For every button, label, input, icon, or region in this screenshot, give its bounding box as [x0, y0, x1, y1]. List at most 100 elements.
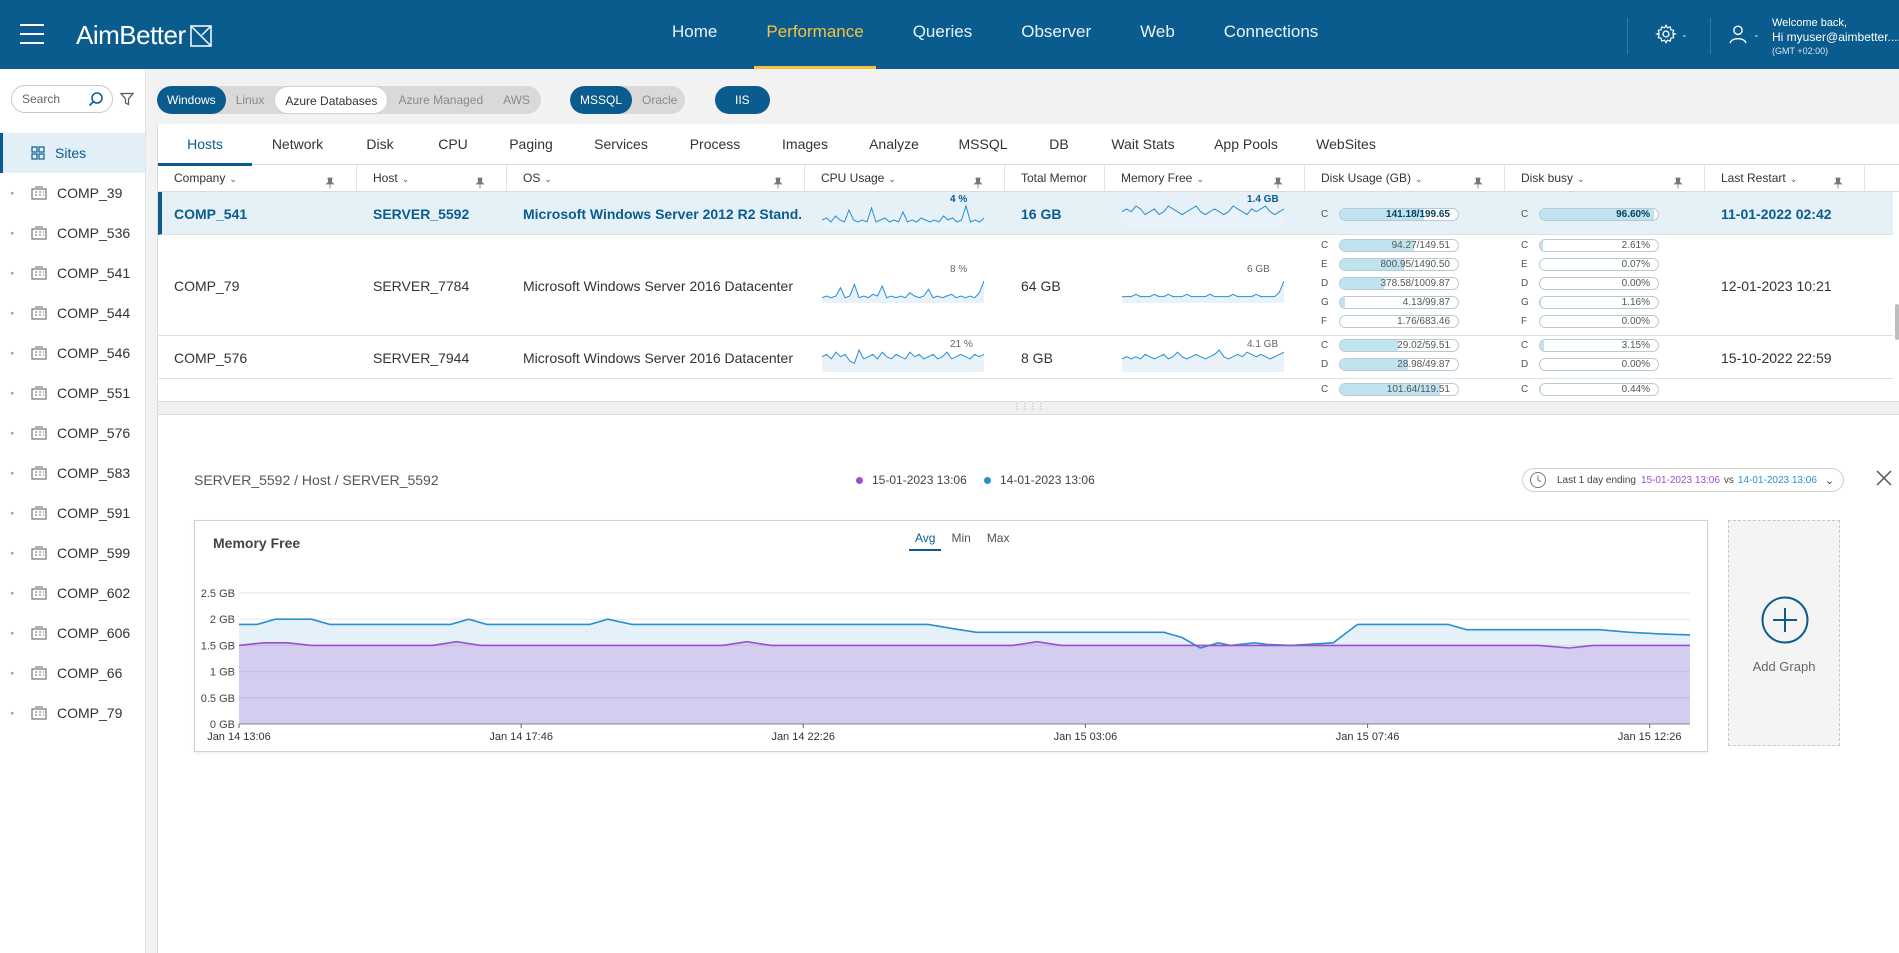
column-header[interactable]: Company ⌄ — [158, 165, 357, 192]
column-header[interactable]: Disk busy ⌄ — [1505, 165, 1705, 192]
tab-app-pools[interactable]: App Pools — [1214, 136, 1278, 152]
nav-home[interactable]: Home — [672, 22, 718, 41]
column-header[interactable]: Host ⌄ — [357, 165, 507, 192]
sidebar-item-comp_599[interactable]: ▸ COMP_599 — [0, 533, 145, 573]
expand-caret-icon[interactable]: ▸ — [11, 390, 15, 397]
table-row[interactable]: 23 %2.8 GBC101.64/119.51E974.71/1490.50C… — [158, 379, 1893, 402]
sidebar-item-comp_546[interactable]: ▸ COMP_546 — [0, 333, 145, 373]
tab-hosts[interactable]: Hosts — [158, 124, 252, 166]
user-menu[interactable]: ⌄ — [1727, 23, 1760, 45]
pin-icon[interactable] — [972, 172, 984, 199]
column-header[interactable]: Total Memor — [1005, 165, 1105, 192]
expand-caret-icon[interactable]: ▸ — [11, 310, 15, 317]
sidebar-item-comp_79[interactable]: ▸ COMP_79 — [0, 693, 145, 733]
column-header[interactable]: Disk Usage (GB) ⌄ — [1305, 165, 1505, 192]
expand-caret-icon[interactable]: ▸ — [11, 470, 15, 477]
tab-process[interactable]: Process — [689, 136, 741, 152]
expand-caret-icon[interactable]: ▸ — [11, 670, 15, 677]
sidebar-item-comp_583[interactable]: ▸ COMP_583 — [0, 453, 145, 493]
agg-min[interactable]: Min — [951, 531, 971, 545]
pin-icon[interactable] — [474, 172, 486, 199]
add-graph-button[interactable]: Add Graph — [1728, 520, 1840, 746]
sidebar-item-comp_66[interactable]: ▸ COMP_66 — [0, 653, 145, 693]
pin-icon[interactable] — [1832, 172, 1844, 199]
expand-caret-icon[interactable]: ▸ — [11, 190, 15, 197]
expand-caret-icon[interactable]: ▸ — [11, 710, 15, 717]
time-range-picker[interactable]: Last 1 day ending 15-01-2023 13:06 vs 14… — [1522, 468, 1844, 492]
tab-wait-stats[interactable]: Wait Stats — [1111, 136, 1175, 152]
agg-avg[interactable]: Avg — [909, 529, 942, 551]
sidebar-item-comp_544[interactable]: ▸ COMP_544 — [0, 293, 145, 333]
column-header[interactable]: Memory Free ⌄ — [1105, 165, 1305, 192]
chip-azure-managed[interactable]: Azure Managed — [398, 93, 484, 107]
expand-caret-icon[interactable]: ▸ — [11, 630, 15, 637]
expand-caret-icon[interactable]: ▸ — [11, 550, 15, 557]
table-row[interactable]: COMP_541 SERVER_5592 Microsoft Windows Ser… — [158, 192, 1893, 235]
hamburger-menu-icon[interactable] — [20, 24, 44, 44]
sort-chevron-icon[interactable]: ⌄ — [229, 174, 237, 184]
table-scrollbar[interactable] — [1895, 304, 1899, 340]
sidebar-item-comp_576[interactable]: ▸ COMP_576 — [0, 413, 145, 453]
sort-chevron-icon[interactable]: ⌄ — [1577, 174, 1585, 184]
table-row[interactable]: COMP_79 SERVER_7784 Microsoft Windows Serv… — [158, 235, 1893, 336]
sort-chevron-icon[interactable]: ⌄ — [1415, 174, 1423, 184]
tab-paging[interactable]: Paging — [509, 136, 553, 152]
sidebar-item-comp_39[interactable]: ▸ COMP_39 — [0, 173, 145, 213]
sidebar-item-comp_541[interactable]: ▸ COMP_541 — [0, 253, 145, 293]
tab-disk[interactable]: Disk — [366, 136, 394, 152]
sidebar-item-sites[interactable]: Sites — [0, 133, 145, 173]
tab-cpu[interactable]: CPU — [438, 136, 468, 152]
close-icon[interactable] — [1875, 469, 1893, 487]
expand-caret-icon[interactable]: ▸ — [11, 350, 15, 357]
nav-connections[interactable]: Connections — [1223, 22, 1319, 41]
agg-max[interactable]: Max — [986, 531, 1010, 545]
sort-chevron-icon[interactable]: ⌄ — [1789, 174, 1798, 184]
sort-chevron-icon[interactable]: ⌄ — [888, 174, 896, 184]
chip-windows[interactable]: Windows — [157, 86, 226, 114]
pin-icon[interactable] — [1672, 172, 1684, 199]
nav-performance[interactable]: Performance — [754, 0, 877, 69]
tab-db[interactable]: DB — [1049, 136, 1069, 152]
expand-caret-icon[interactable]: ▸ — [11, 430, 15, 437]
expand-caret-icon[interactable]: ▸ — [11, 270, 15, 277]
tab-images[interactable]: Images — [782, 136, 828, 152]
table-row[interactable]: COMP_576 SERVER_7944 Microsoft Windows Ser… — [158, 336, 1893, 379]
nav-observer[interactable]: Observer — [1021, 22, 1092, 41]
pin-icon[interactable] — [772, 172, 784, 199]
expand-caret-icon[interactable]: ▸ — [11, 590, 15, 597]
pin-icon[interactable] — [1472, 172, 1484, 199]
sidebar-item-comp_591[interactable]: ▸ COMP_591 — [0, 493, 145, 533]
chip-linux[interactable]: Linux — [235, 93, 265, 107]
tab-mssql[interactable]: MSSQL — [958, 136, 1008, 152]
pin-icon[interactable] — [1272, 172, 1284, 199]
pin-icon[interactable] — [324, 172, 336, 199]
chip-aws[interactable]: AWS — [503, 93, 531, 107]
nav-queries[interactable]: Queries — [912, 22, 973, 41]
expand-caret-icon[interactable]: ▸ — [11, 510, 15, 517]
sort-chevron-icon[interactable]: ⌄ — [401, 174, 410, 184]
chip-azure-databases[interactable]: Azure Databases — [274, 86, 389, 114]
filter-icon[interactable] — [120, 92, 134, 106]
chip-mssql[interactable]: MSSQL — [570, 86, 633, 114]
tab-analyze[interactable]: Analyze — [869, 136, 919, 152]
sort-chevron-icon[interactable]: ⌄ — [1196, 174, 1204, 184]
sidebar-item-comp_551[interactable]: ▸ COMP_551 — [0, 373, 145, 413]
tab-network[interactable]: Network — [271, 136, 324, 152]
tab-websites[interactable]: WebSites — [1316, 136, 1376, 152]
expand-caret-icon[interactable]: ▸ — [11, 230, 15, 237]
chip-iis[interactable]: IIS — [715, 86, 770, 114]
nav-web[interactable]: Web — [1140, 22, 1175, 41]
logo[interactable]: AimBetter — [76, 20, 214, 51]
sidebar-item-comp_606[interactable]: ▸ COMP_606 — [0, 613, 145, 653]
column-header[interactable]: Last Restart ⌄ — [1705, 165, 1865, 192]
sidebar-item-comp_602[interactable]: ▸ COMP_602 — [0, 573, 145, 613]
column-header[interactable]: CPU Usage ⌄ — [805, 165, 1005, 192]
search-input[interactable] — [22, 92, 84, 106]
sidebar-item-comp_536[interactable]: ▸ COMP_536 — [0, 213, 145, 253]
tab-services[interactable]: Services — [594, 136, 648, 152]
search-icon[interactable] — [88, 91, 104, 107]
chip-oracle[interactable]: Oracle — [642, 93, 678, 107]
resize-handle[interactable]: ⋮⋮⋮⋮ — [158, 401, 1899, 415]
settings-menu[interactable]: ⌄ — [1655, 23, 1688, 45]
sort-chevron-icon[interactable]: ⌄ — [544, 174, 552, 184]
